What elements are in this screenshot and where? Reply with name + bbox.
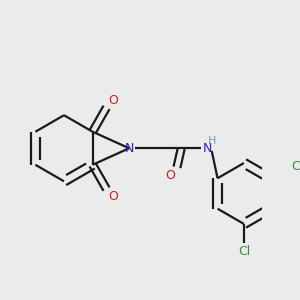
- Text: N: N: [203, 142, 212, 155]
- Text: Cl: Cl: [291, 160, 300, 172]
- Text: Cl: Cl: [238, 245, 250, 258]
- Text: H: H: [208, 136, 216, 146]
- Text: O: O: [109, 94, 118, 107]
- Text: N: N: [124, 142, 134, 155]
- Text: O: O: [165, 169, 175, 182]
- Text: O: O: [109, 190, 118, 202]
